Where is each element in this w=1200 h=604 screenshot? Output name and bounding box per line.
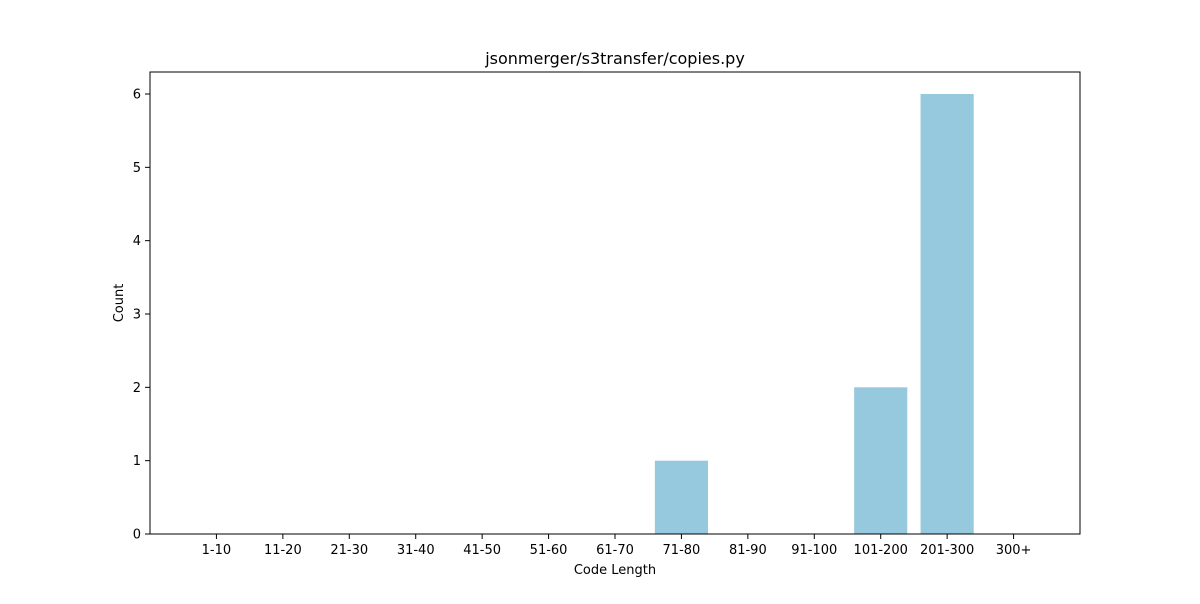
y-tick-label: 4 xyxy=(133,234,141,249)
x-tick-label: 91-100 xyxy=(791,543,837,558)
y-tick-label: 5 xyxy=(133,161,141,176)
x-tick-label: 31-40 xyxy=(397,543,435,558)
x-tick-label: 21-30 xyxy=(330,543,368,558)
y-tick-label: 6 xyxy=(133,88,141,103)
bars-layer xyxy=(654,94,974,534)
x-tick-label: 81-90 xyxy=(729,543,767,558)
y-axis: 0 1 2 3 4 5 6 xyxy=(133,88,150,543)
bar-201-300 xyxy=(920,94,974,534)
x-tick-label: 41-50 xyxy=(463,543,501,558)
y-tick-label: 2 xyxy=(133,381,141,396)
y-tick-label: 0 xyxy=(133,528,141,543)
x-tick-label: 51-60 xyxy=(530,543,568,558)
bar-71-80 xyxy=(654,460,708,534)
x-tick-label: 1-10 xyxy=(202,543,232,558)
chart-title: jsonmerger/s3transfer/copies.py xyxy=(484,49,745,68)
x-tick-label: 300+ xyxy=(996,543,1032,558)
y-tick-label: 3 xyxy=(133,308,141,323)
y-tick-label: 1 xyxy=(133,454,141,469)
x-axis: 1-10 11-20 21-30 31-40 41-50 51-60 61-70 71-80 8… xyxy=(202,534,1032,558)
x-tick-label: 71-80 xyxy=(663,543,701,558)
x-tick-label: 201-300 xyxy=(920,543,974,558)
x-axis-label: Code Length xyxy=(574,563,656,578)
x-tick-label: 101-200 xyxy=(854,543,908,558)
bar-101-200 xyxy=(854,387,908,534)
y-axis-label: Count xyxy=(112,284,127,323)
x-tick-label: 61-70 xyxy=(596,543,634,558)
x-tick-label: 11-20 xyxy=(264,543,302,558)
